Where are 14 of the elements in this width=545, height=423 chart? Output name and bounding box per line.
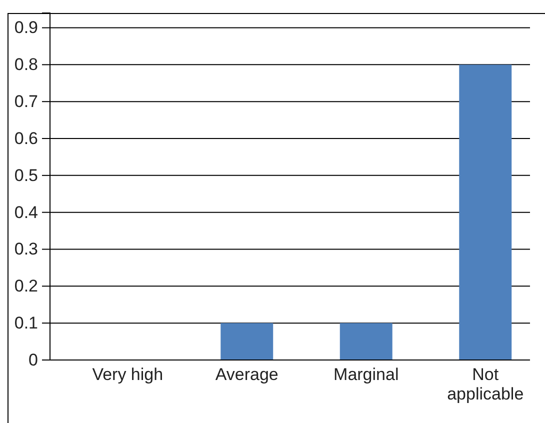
- y-tick-label: 0.1: [14, 314, 38, 333]
- y-tick-label: 0.4: [14, 202, 38, 222]
- y-tick-label: 0.8: [14, 55, 38, 74]
- x-tick-label: Not applicable: [447, 365, 524, 404]
- y-tick-label: 0.7: [14, 92, 38, 112]
- y-tick-label: 0.9: [14, 18, 38, 38]
- y-tick-label: 0.2: [14, 276, 38, 296]
- x-tick-label: Average: [215, 365, 278, 384]
- x-tick-label: Very high: [92, 365, 164, 384]
- y-tick-label: 0.6: [14, 128, 38, 148]
- y-tick-label: 0: [28, 350, 38, 370]
- y-tick-label: 0.3: [14, 240, 38, 259]
- x-tick-label: Marginal: [334, 365, 399, 384]
- y-tick-label: 0.5: [14, 166, 38, 185]
